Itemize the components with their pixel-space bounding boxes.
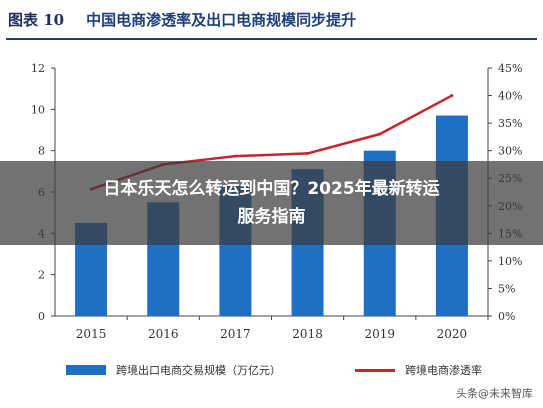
overlay-banner[interactable]: 日本乐天怎么转运到中国？2025年最新转运 服务指南	[0, 161, 543, 245]
overlay-line-1: 日本乐天怎么转运到中国？2025年最新转运	[103, 179, 440, 199]
line-point-2020	[450, 94, 454, 98]
x-tick-label: 2017	[220, 327, 251, 341]
legend-bar-swatch	[66, 365, 106, 375]
legend-bar-label: 跨境出口电商交易规模（万亿元）	[116, 364, 281, 377]
y-right-tick-label: 5%	[498, 282, 515, 295]
x-tick-label: 2020	[437, 327, 468, 341]
y-left-tick-label: 0	[38, 310, 45, 323]
watermark: 头条@未来智库	[456, 387, 533, 400]
line-point-2018	[306, 151, 310, 155]
y-left-tick-label: 12	[31, 62, 45, 75]
line-point-2017	[233, 154, 237, 158]
x-tick-label: 2015	[76, 327, 107, 341]
y-left-tick-label: 10	[31, 103, 45, 116]
y-right-tick-label: 0%	[498, 310, 515, 323]
y-left-tick-label: 2	[38, 269, 45, 282]
header-rule	[6, 38, 537, 40]
y-right-tick-label: 10%	[498, 255, 522, 268]
figure-label: 图表 10	[8, 10, 65, 29]
y-right-tick-label: 45%	[498, 62, 522, 75]
legend-line-label: 跨境电商渗透率	[405, 364, 482, 377]
x-tick-label: 2016	[148, 327, 179, 341]
overlay-line-2: 服务指南	[237, 207, 306, 227]
chart-title: 中国电商渗透率及出口电商规模同步提升	[86, 10, 357, 29]
legend-item-line: 跨境电商渗透率	[355, 362, 482, 378]
line-point-2019	[378, 132, 382, 136]
x-tick-label: 2019	[364, 327, 395, 341]
legend-line-swatch	[355, 368, 395, 372]
y-right-tick-label: 35%	[498, 117, 522, 130]
y-left-tick-label: 8	[38, 145, 45, 158]
y-right-tick-label: 30%	[498, 145, 522, 158]
chart-legend: 跨境出口电商交易规模（万亿元） 跨境电商渗透率	[0, 360, 543, 380]
legend-item-bars: 跨境出口电商交易规模（万亿元）	[66, 362, 281, 378]
y-right-tick-label: 40%	[498, 90, 522, 103]
x-tick-label: 2018	[292, 327, 323, 341]
figure-header: 图表 10 中国电商渗透率及出口电商规模同步提升	[0, 0, 543, 38]
